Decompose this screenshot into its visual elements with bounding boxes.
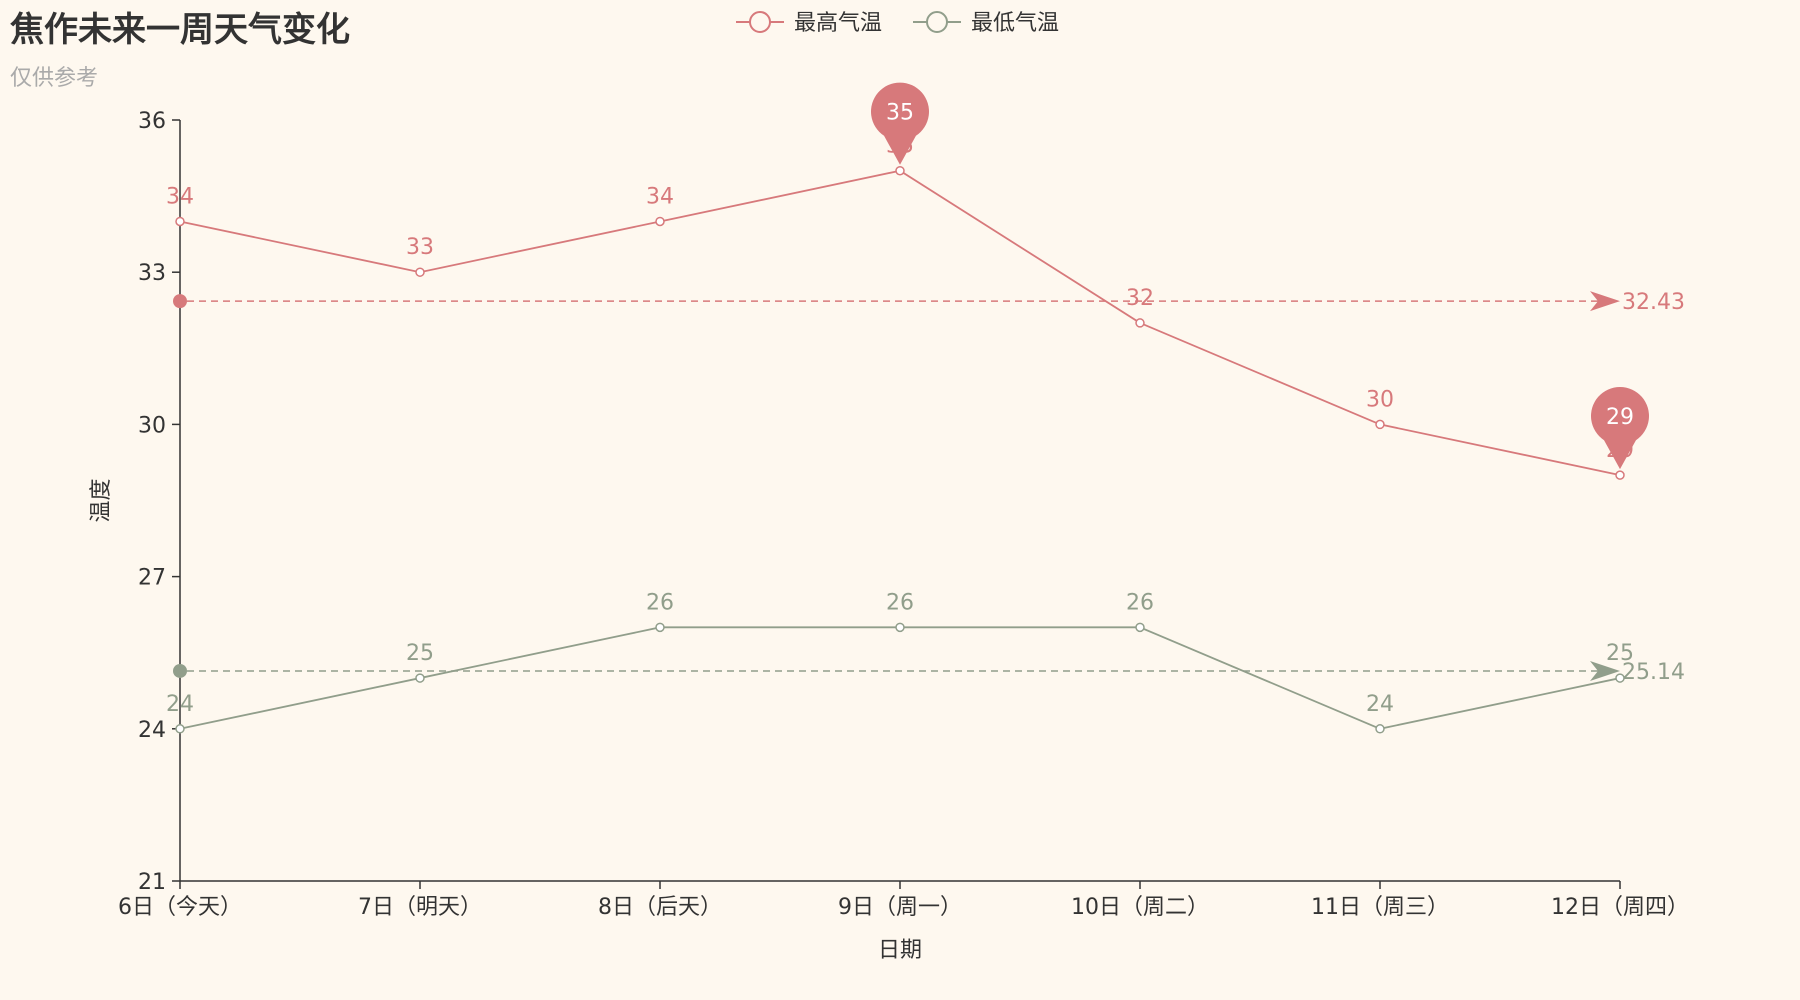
avg-line-label-high: 32.43 <box>1622 290 1685 315</box>
x-tick-label: 6日（今天） <box>118 895 242 920</box>
y-axis-title: 温度 <box>89 478 114 522</box>
x-tick-label: 11日（周三） <box>1311 895 1449 920</box>
y-tick-label: 33 <box>138 261 166 286</box>
legend-marker-high <box>749 11 771 33</box>
x-axis-title: 日期 <box>878 938 922 963</box>
data-point-high <box>1135 318 1145 328</box>
data-label-low: 26 <box>646 590 674 615</box>
legend-marker-low <box>926 11 948 33</box>
data-point-low <box>895 622 905 633</box>
y-tick-label: 36 <box>138 109 166 134</box>
data-point-high <box>415 267 425 277</box>
data-point-low <box>1615 673 1625 683</box>
data-label-high: 34 <box>166 184 194 209</box>
mark-point-label-min: 29 <box>1606 405 1634 430</box>
avg-line-arrow-high <box>1590 291 1620 312</box>
avg-line-start-high <box>173 294 187 309</box>
series-line-high <box>179 169 1621 477</box>
data-label-low: 26 <box>886 590 914 615</box>
data-point-low <box>655 622 665 633</box>
x-tick-label: 10日（周二） <box>1071 895 1209 920</box>
data-label-low: 26 <box>1126 590 1154 615</box>
mark-point-min <box>1591 386 1649 470</box>
x-tick-label: 8日（后天） <box>598 895 722 920</box>
data-point-low <box>1135 622 1145 633</box>
data-point-high <box>895 165 905 176</box>
data-label-low: 25 <box>406 641 434 666</box>
mark-point-label-max: 35 <box>886 101 914 126</box>
data-point-high <box>655 216 665 227</box>
data-label-low: 24 <box>1366 692 1394 717</box>
avg-line-start-low <box>173 663 187 678</box>
data-label-high: 30 <box>1366 387 1394 412</box>
data-label-low: 25 <box>1606 641 1634 666</box>
y-tick-label: 24 <box>138 718 166 743</box>
legend-label-high: 最高气温 <box>794 11 882 36</box>
mark-point-max <box>871 82 929 165</box>
chart-subtitle: 仅供参考 <box>10 66 99 91</box>
x-tick-label: 9日（周一） <box>838 895 962 920</box>
data-label-high: 34 <box>646 184 674 209</box>
y-tick-label: 21 <box>138 870 166 895</box>
avg-line-label-low: 25.14 <box>1622 660 1685 685</box>
data-point-high <box>175 216 185 227</box>
data-label-high: 33 <box>406 235 434 260</box>
series-line-low <box>179 626 1621 730</box>
data-point-high <box>1615 470 1625 480</box>
data-point-low <box>175 724 185 734</box>
y-tick-label: 30 <box>138 413 166 438</box>
data-label-low: 24 <box>166 692 194 717</box>
x-tick-label: 7日（明天） <box>358 895 482 920</box>
data-point-high <box>1375 419 1385 430</box>
avg-line-arrow-low <box>1590 660 1620 681</box>
y-tick-label: 27 <box>138 566 166 591</box>
x-tick-label: 12日（周四） <box>1551 895 1689 920</box>
data-label-high: 32 <box>1126 286 1154 311</box>
data-point-low <box>415 673 425 683</box>
legend-label-low: 最低气温 <box>971 11 1059 36</box>
chart-title: 焦作未来一周天气变化 <box>10 10 350 50</box>
data-point-low <box>1375 724 1385 734</box>
